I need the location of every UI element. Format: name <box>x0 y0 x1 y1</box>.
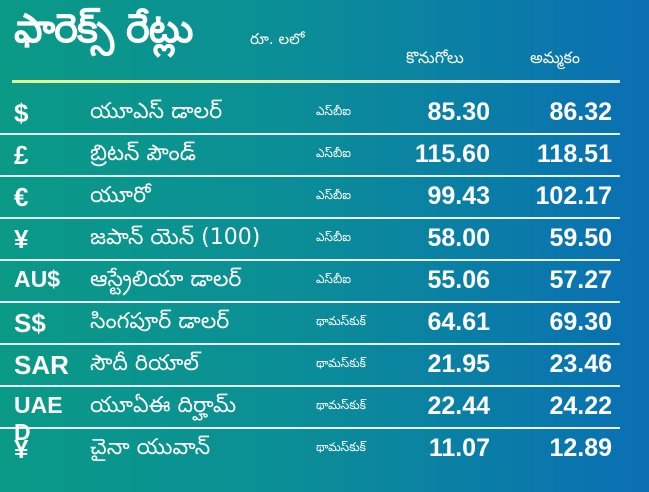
currency-name: జపాన్ యెన్ (100) <box>90 225 261 250</box>
currency-name: యూఏఈ దిర్హామ్ <box>90 393 237 418</box>
table-row: ¥ చైనా యువాన్ థామస్‌కుక్ 11.07 12.89 <box>0 430 649 472</box>
sell-rate: 57.27 <box>549 266 612 294</box>
rate-source: థామస్‌కుక్ <box>316 398 366 412</box>
buy-rate: 21.95 <box>427 350 490 378</box>
currency-name: సౌదీ రియాల్ <box>90 351 199 376</box>
row-divider <box>0 385 620 387</box>
currency-symbol: UAE D <box>14 392 63 445</box>
sell-rate: 24.22 <box>549 392 612 420</box>
currency-name: బ్రిటన్ పౌండ్ <box>90 141 196 166</box>
sell-rate: 69.30 <box>549 308 612 336</box>
sell-rate: 102.17 <box>535 182 612 210</box>
currency-symbol: ¥ <box>14 434 29 464</box>
rate-source: థామస్‌కుక్ <box>316 356 366 370</box>
rate-source: ఎస్‌బీఐ <box>316 188 351 202</box>
currency-name: యూఎస్ డాలర్ <box>90 99 223 124</box>
header-divider <box>12 80 620 83</box>
sell-rate: 59.50 <box>549 224 612 252</box>
row-divider <box>0 343 620 345</box>
sell-rate: 118.51 <box>536 140 612 168</box>
buy-rate: 55.06 <box>427 266 490 294</box>
buy-rate: 64.61 <box>427 308 490 336</box>
unit-label: రూ. లలో <box>250 30 305 48</box>
buy-rate: 58.00 <box>427 224 490 252</box>
buy-rate: 22.44 <box>427 392 490 420</box>
row-divider <box>0 133 620 135</box>
rate-source: ఎస్‌బీఐ <box>316 104 351 118</box>
buy-rate: 115.60 <box>414 140 490 168</box>
currency-symbol: € <box>14 182 29 212</box>
currency-symbol: S$ <box>14 308 46 338</box>
table-row: SAR సౌదీ రియాల్ థామస్‌కుక్ 21.95 23.46 <box>0 346 649 388</box>
table-row: S$ సింగపూర్ డాలర్ థామస్‌కుక్ 64.61 69.30 <box>0 304 649 346</box>
sell-rate: 23.46 <box>549 350 612 378</box>
sell-rate: 86.32 <box>549 98 612 126</box>
row-divider <box>0 175 620 177</box>
buy-rate: 11.07 <box>428 434 490 462</box>
row-divider <box>0 217 620 219</box>
rate-source: ఎస్‌బీఐ <box>316 230 351 244</box>
table-row: AU$ ఆస్ట్రేలియా డాలర్ ఎస్‌బీఐ 55.06 57.2… <box>0 262 649 304</box>
sell-rate: 12.89 <box>549 434 612 462</box>
table-row: £ బ్రిటన్ పౌండ్ ఎస్‌బీఐ 115.60 118.51 <box>0 136 649 178</box>
row-divider <box>0 301 620 303</box>
buy-column-header: కొనుగోలు <box>406 48 464 67</box>
rate-source: ఎస్‌బీఐ <box>316 272 351 286</box>
sell-column-header: అమ్మకం <box>530 48 580 67</box>
header: ఫారెక్స్ రేట్లు రూ. లలో కొనుగోలు అమ్మకం <box>0 0 649 84</box>
buy-rate: 99.43 <box>427 182 490 210</box>
currency-name: సింగపూర్ డాలర్ <box>90 309 230 334</box>
row-divider <box>0 427 620 429</box>
row-divider <box>0 259 620 261</box>
rates-table: $ యూఎస్ డాలర్ ఎస్‌బీఐ 85.30 86.32 £ బ్రి… <box>0 94 649 472</box>
currency-symbol: ¥ <box>14 224 29 254</box>
currency-symbol: £ <box>14 140 29 170</box>
rate-source: థామస్‌కుక్ <box>316 314 366 328</box>
table-row: € యూరో ఎస్‌బీఐ 99.43 102.17 <box>0 178 649 220</box>
currency-name: ఆస్ట్రేలియా డాలర్ <box>90 267 242 292</box>
table-row: UAE D యూఏఈ దిర్హామ్ థామస్‌కుక్ 22.44 24.… <box>0 388 649 445</box>
table-row: $ యూఎస్ డాలర్ ఎస్‌బీఐ 85.30 86.32 <box>0 94 649 136</box>
currency-symbol: SAR <box>14 350 69 380</box>
currency-name: చైనా యువాన్ <box>90 435 211 460</box>
currency-name: యూరో <box>90 183 151 208</box>
rate-source: థామస్‌కుక్ <box>316 440 366 454</box>
rate-source: ఎస్‌బీఐ <box>316 146 351 160</box>
buy-rate: 85.30 <box>427 98 490 126</box>
currency-symbol: AU$ <box>14 266 61 292</box>
page-title: ఫారెక్స్ రేట్లు <box>14 6 193 52</box>
table-row: ¥ జపాన్ యెన్ (100) ఎస్‌బీఐ 58.00 59.50 <box>0 220 649 262</box>
currency-symbol: $ <box>14 98 29 128</box>
